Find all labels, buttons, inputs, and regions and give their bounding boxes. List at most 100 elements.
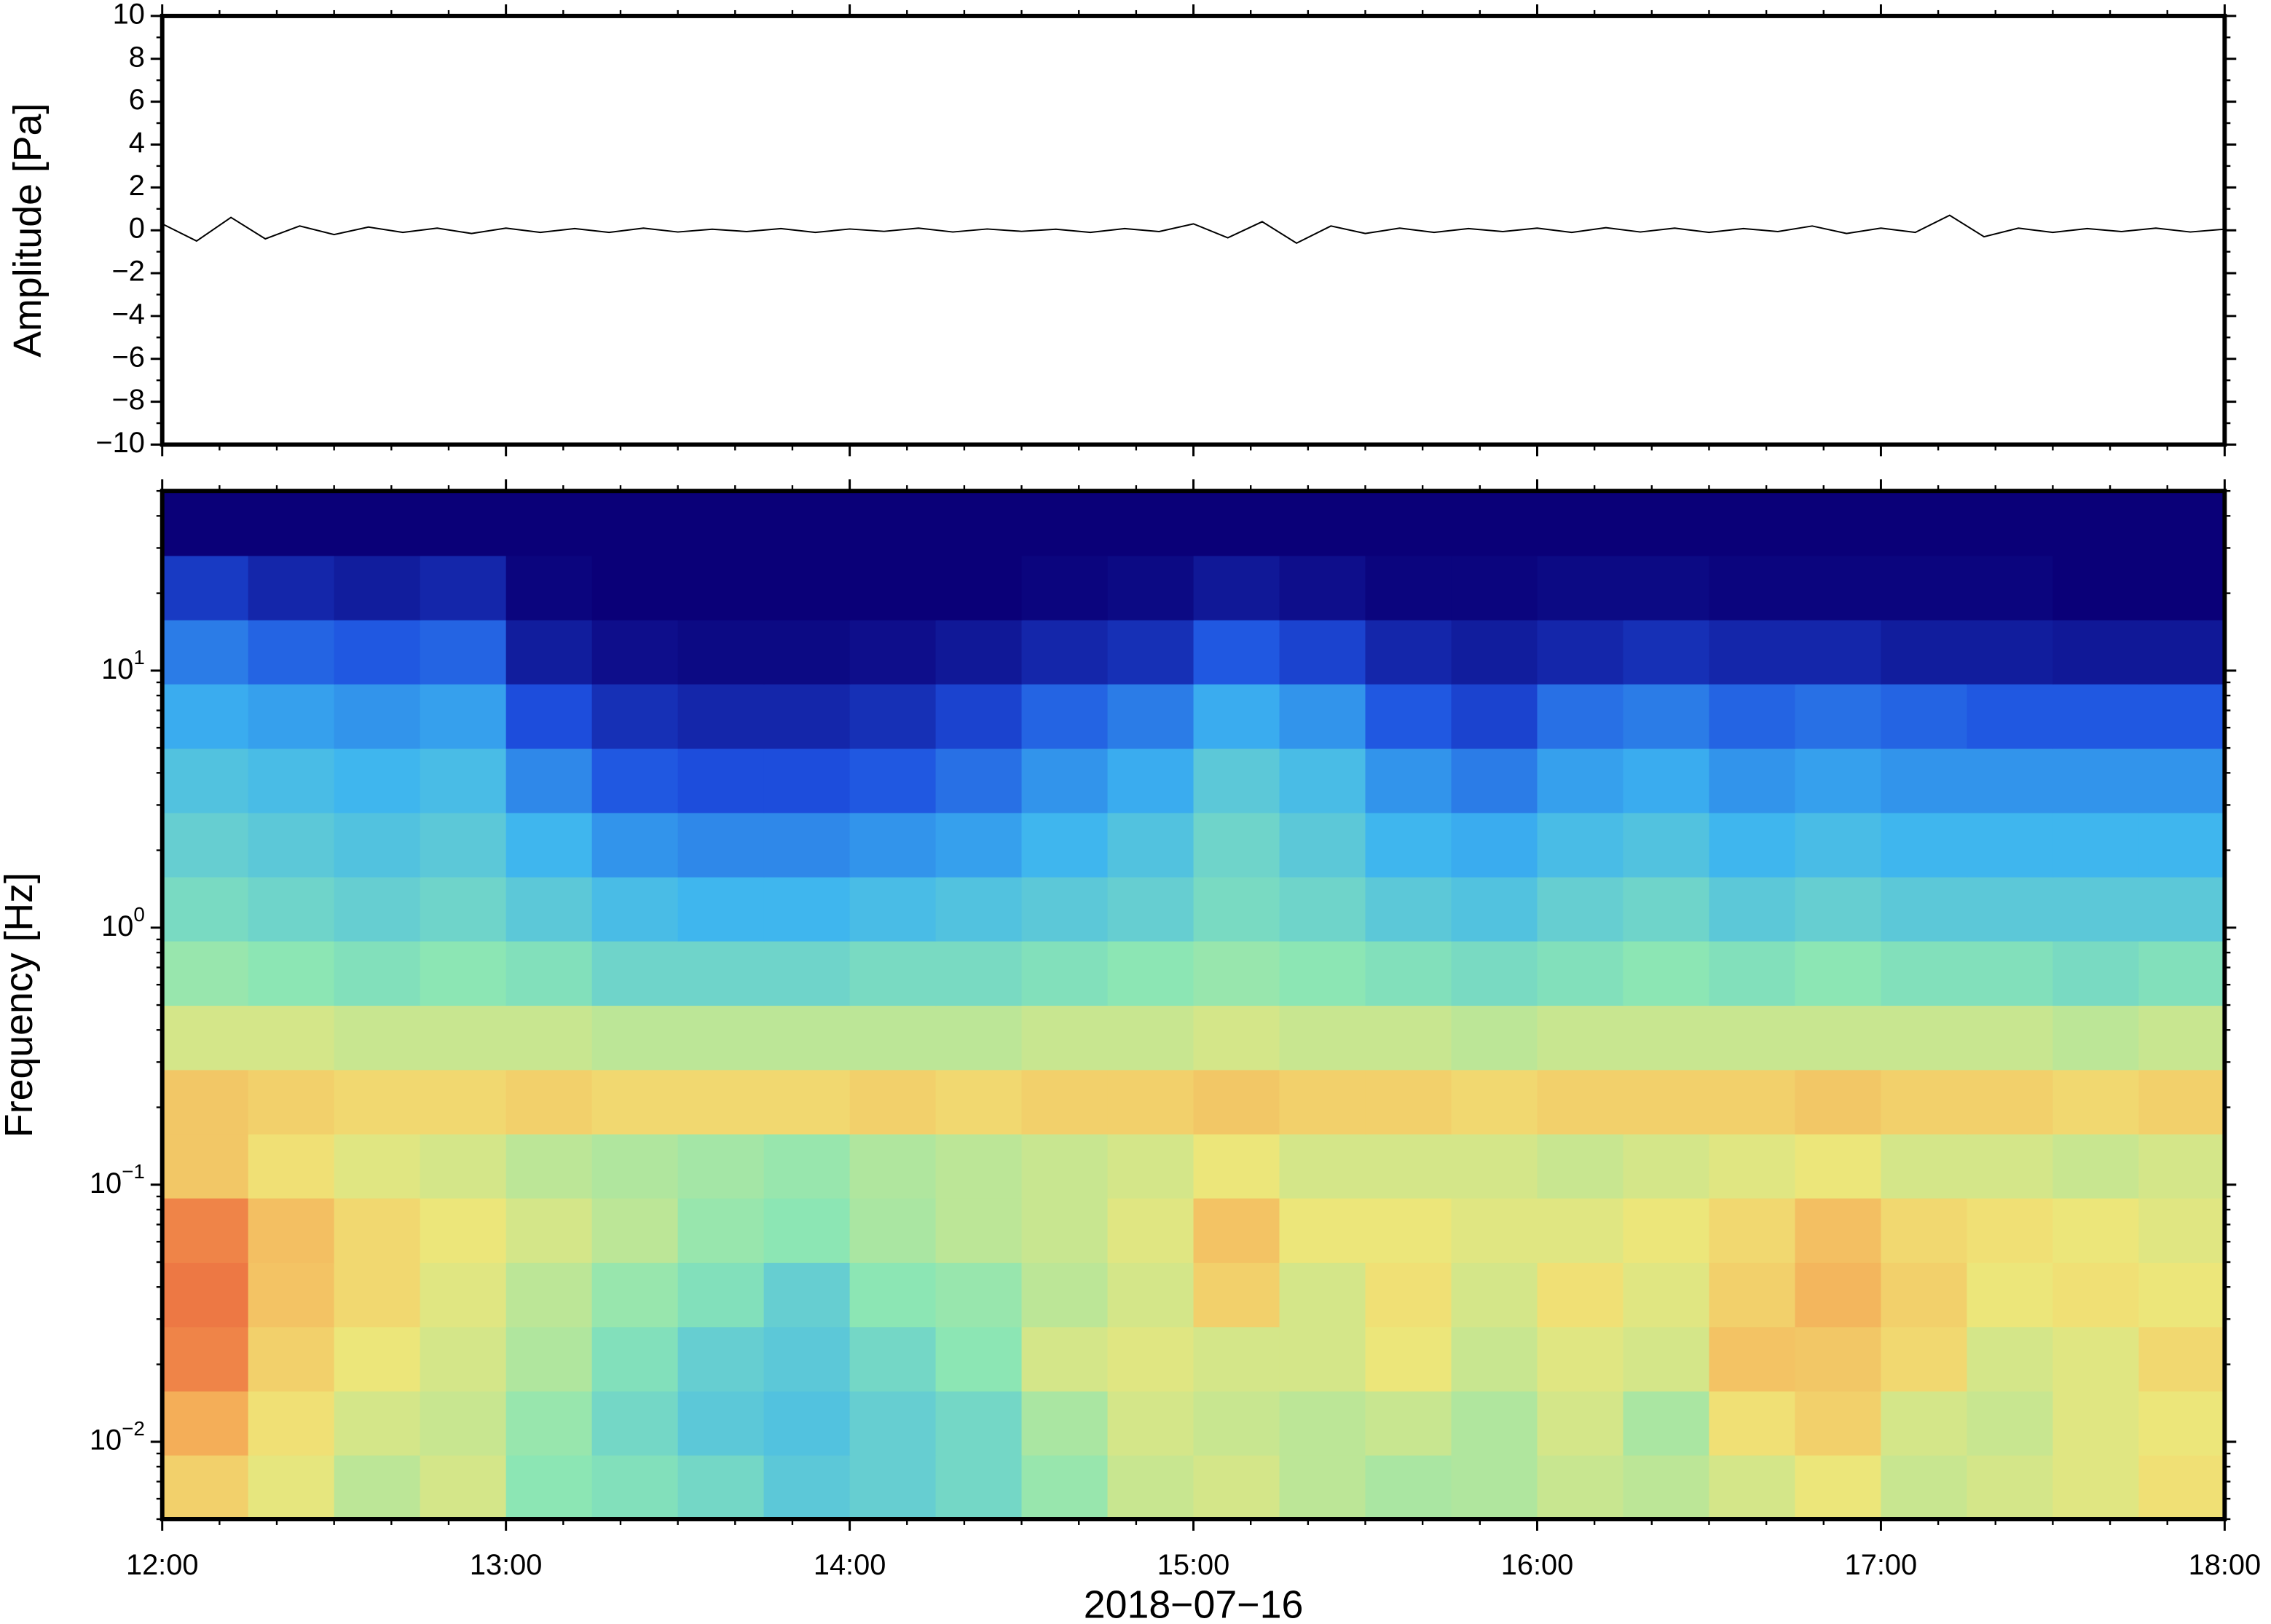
heatmap-cell [2052,876,2140,942]
heatmap-cell [1623,1069,1710,1135]
plot-frame [160,13,2227,447]
heatmap-cell [2052,1326,2140,1392]
heatmap-cell [763,619,851,685]
heatmap-cell [334,1390,421,1456]
heatmap-cell [2052,812,2140,878]
heatmap-cell [2052,748,2140,813]
heatmap-cell [677,1005,765,1071]
heatmap-cell [1881,1262,1968,1328]
heatmap-cell [1623,1390,1710,1456]
heatmap-cell [1451,619,1538,685]
heatmap-cell [248,1005,335,1071]
heatmap-cell [420,1454,507,1520]
heatmap-cell [1451,1326,1538,1392]
heatmap-cell [1709,1326,1796,1392]
heatmap-cell [1021,1326,1109,1392]
heatmap-cell [1107,1069,1194,1135]
heatmap-cell [505,1454,593,1520]
heatmap-cell [1279,555,1366,620]
heatmap-cell [1107,683,1194,749]
heatmap-cell [1537,1326,1624,1392]
heatmap-cell [162,1069,249,1135]
heatmap-cell [1795,1390,1882,1456]
heatmap-cell [935,491,1023,556]
heatmap-cell [2052,1005,2140,1071]
heatmap-cell [1623,1454,1710,1520]
heatmap-cell [1365,619,1452,685]
heatmap-cell [763,1454,851,1520]
heatmap-cell [334,683,421,749]
heatmap-cell [1279,683,1366,749]
heatmap-cell [1107,1326,1194,1392]
heatmap-cell [248,1133,335,1199]
heatmap-cell [1279,940,1366,1006]
heatmap-cell [1537,1069,1624,1135]
y-tick-label: −10 [95,427,144,459]
heatmap-cell [1021,683,1109,749]
heatmap-cell [1365,940,1452,1006]
heatmap-cell [677,1326,765,1392]
y-tick-label: 8 [129,41,145,73]
heatmap-cell [1279,1454,1366,1520]
heatmap-cell [763,555,851,620]
heatmap-cell [1967,1005,2054,1071]
heatmap-cell [1193,1133,1280,1199]
heatmap-cell [1881,1197,1968,1264]
heatmap-cell [248,940,335,1006]
heatmap-cell [162,683,249,749]
heatmap-cell [1967,1262,2054,1328]
heatmap-cell [1021,1005,1109,1071]
heatmap-cell [2052,1133,2140,1199]
heatmap-cell [763,491,851,556]
heatmap-cell [1709,619,1796,685]
heatmap-cell [2138,940,2226,1006]
heatmap-cell [763,1005,851,1071]
heatmap-cell [1623,1005,1710,1071]
heatmap-cell [1107,940,1194,1006]
heatmap-cell [849,1326,937,1392]
heatmap-cell [505,1262,593,1328]
heatmap-cell [334,1069,421,1135]
heatmap-cell [1795,1069,1882,1135]
heatmap-cell [1537,876,1624,942]
x-tick-label: 17:00 [1845,1549,1918,1581]
heatmap-cell [1451,1069,1538,1135]
heatmap-cell [1451,1262,1538,1328]
heatmap-cell [677,1069,765,1135]
heatmap-cell [334,1133,421,1199]
heatmap-cell [591,812,679,878]
heatmap-cell [1193,1390,1280,1456]
heatmap-cell [1967,491,2054,556]
y-tick-label: 100 [101,903,145,942]
heatmap-cell [763,1069,851,1135]
heatmap-cell [1623,812,1710,878]
heatmap-cell [1967,1326,2054,1392]
heatmap-cell [591,1262,679,1328]
heatmap-cell [2138,876,2226,942]
heatmap-cell [1107,1390,1194,1456]
waveform [162,214,2225,245]
heatmap-cell [2052,683,2140,749]
heatmap-cell [1193,491,1280,556]
heatmap-cell [420,1390,507,1456]
heatmap-cell [1709,748,1796,813]
heatmap-cell [1451,1390,1538,1456]
heatmap-cell [1537,619,1624,685]
heatmap-cell [1451,876,1538,942]
heatmap-cell [1795,619,1882,685]
heatmap-cell [334,812,421,878]
y-tick-exponent: −2 [122,1417,145,1440]
heatmap-cell [2138,683,2226,749]
heatmap-cell [1881,940,1968,1006]
x-tick-label: 18:00 [2189,1549,2262,1581]
heatmap-cell [1193,940,1280,1006]
heatmap-cell [1107,876,1194,942]
heatmap-cell [505,1390,593,1456]
heatmap-cell [677,683,765,749]
heatmap-cell [1451,683,1538,749]
heatmap-cell [1021,491,1109,556]
heatmap-cell [849,1262,937,1328]
heatmap-cell [1107,748,1194,813]
